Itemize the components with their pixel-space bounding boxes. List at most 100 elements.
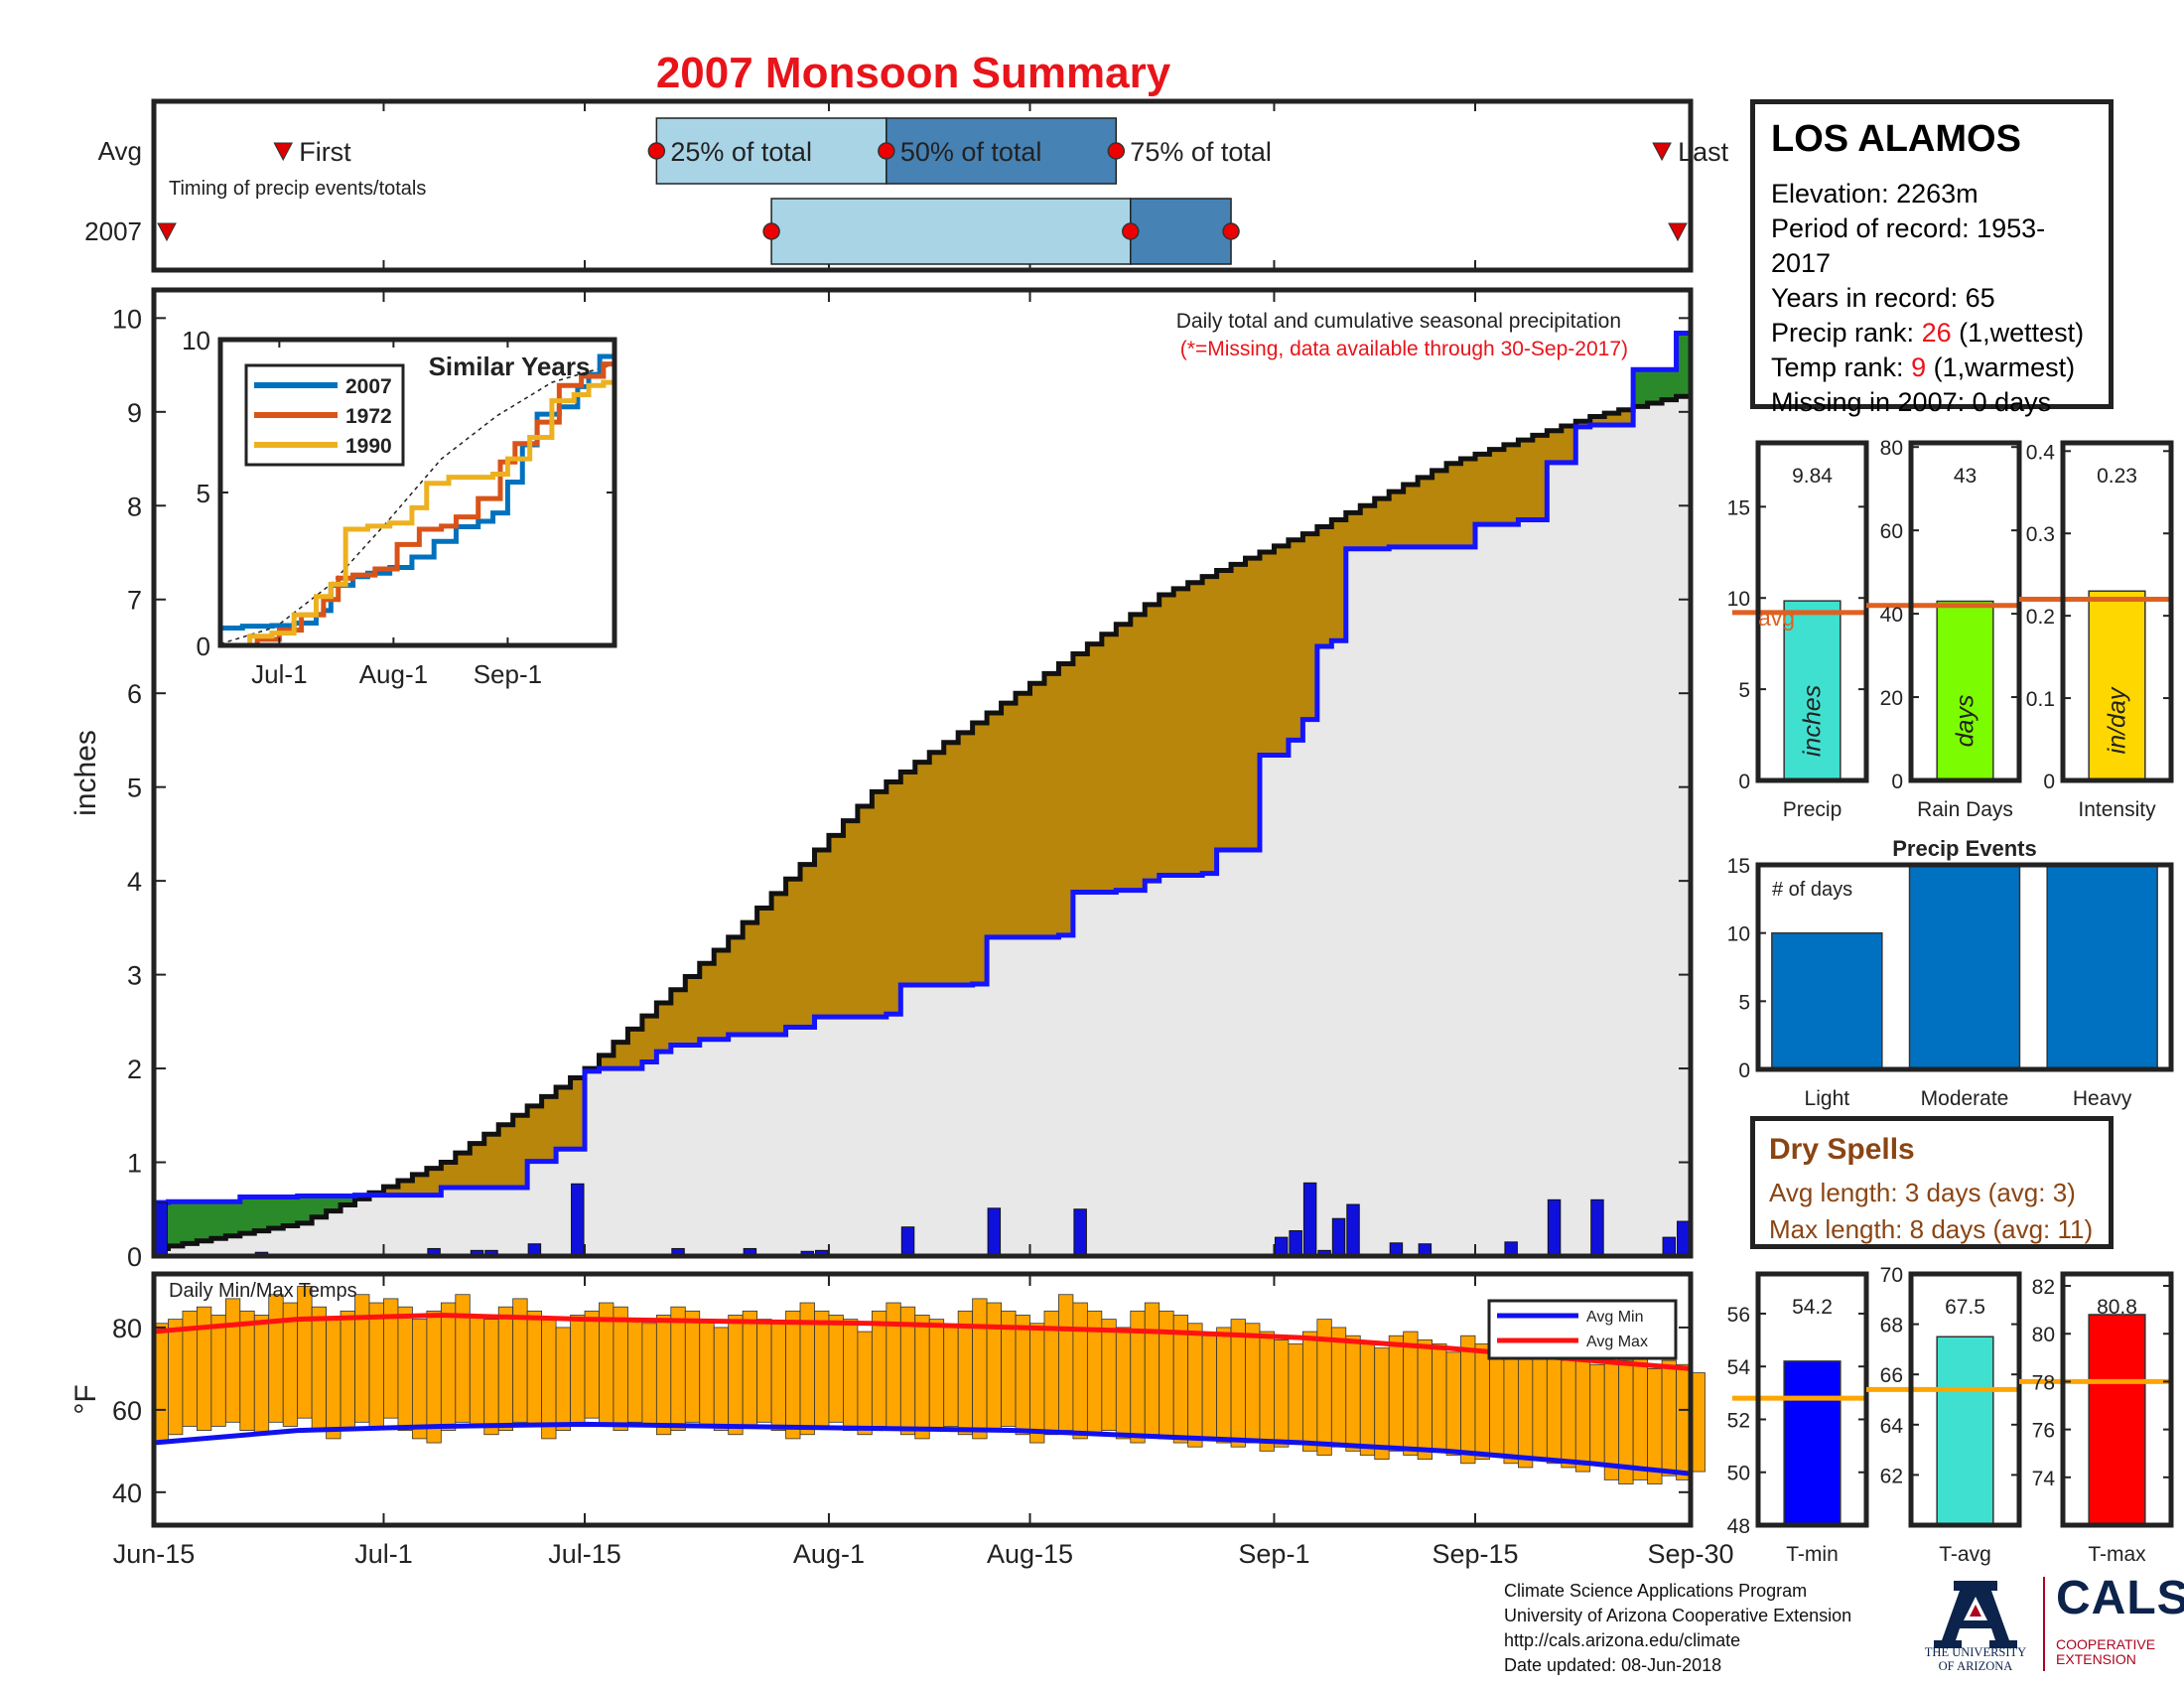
intensity-y-tick-label: 0.1 xyxy=(2026,688,2055,711)
timing-first-label: First xyxy=(299,137,351,167)
temp-range-bar xyxy=(440,1302,457,1432)
temp-range-bar xyxy=(541,1319,557,1440)
temp-range-bar xyxy=(469,1315,485,1427)
precip-rank-value: 26 xyxy=(1921,318,1952,348)
precip-avg-label: avg xyxy=(1758,605,1795,631)
events-y-tick-label: 0 xyxy=(1738,1059,1750,1082)
daily-precip-bar xyxy=(1331,1217,1346,1257)
timing-caption: Timing of precip events/totals xyxy=(169,178,426,200)
temp-range-bar xyxy=(1301,1331,1318,1452)
temp-rank-suffix: (1,warmest) xyxy=(1926,352,2076,382)
precip-rank-suffix: (1,wettest) xyxy=(1951,318,2085,348)
temp-range-bar xyxy=(742,1310,758,1427)
ua-logo-line-1: THE UNIVERSITY xyxy=(1924,1645,2027,1659)
below-average-fill xyxy=(570,1077,586,1150)
below-average-fill xyxy=(455,1153,471,1189)
t-min-y-tick-label: 52 xyxy=(1727,1409,1750,1432)
t-max-y-tick-label: 74 xyxy=(2032,1468,2056,1490)
y-tick-label: 3 xyxy=(127,961,142,991)
below-average-fill xyxy=(1589,416,1605,426)
precip-total-panel: 0 5 10 15 9.84 Precip inches avg xyxy=(1727,440,1869,821)
t-max-value-label: 80.8 xyxy=(2097,1296,2137,1319)
above-average-fill xyxy=(168,1201,184,1246)
credits-line-4: Date updated: 08-Jun-2018 xyxy=(1504,1655,1722,1675)
above-average-fill xyxy=(1633,369,1649,407)
temp-range-bar xyxy=(728,1315,744,1436)
temp-range-bar xyxy=(1288,1343,1303,1444)
temp-range-bar xyxy=(957,1310,974,1436)
rain-days-panel: 0 20 40 60 80 43 Rain Days days xyxy=(1866,437,2022,821)
below-average-fill xyxy=(857,806,873,1018)
timing-2007-box-50-75 xyxy=(1130,198,1232,265)
above-average-fill xyxy=(197,1201,212,1241)
temp-y-tick-label: 60 xyxy=(112,1396,142,1426)
temp-range-bar xyxy=(1661,1359,1677,1477)
station-period: Period of record: 1953-2017 xyxy=(1771,213,2046,278)
below-average-fill xyxy=(1173,588,1189,876)
temp-range-bar xyxy=(1574,1351,1591,1473)
t-avg-y-tick-label: 64 xyxy=(1880,1415,1904,1438)
below-average-fill xyxy=(785,879,801,1028)
cumulative-precip-panel: 0 1 2 3 4 5 6 7 8 9 10 inches Daily total and cumula… xyxy=(69,287,1694,1272)
below-average-fill xyxy=(900,772,916,985)
temp-range-bar xyxy=(655,1315,672,1436)
y-tick-label: 2 xyxy=(127,1055,142,1084)
temp-range-bar xyxy=(857,1331,873,1436)
coop-line-2: EXTENSION xyxy=(2056,1651,2136,1667)
temp-range-bar xyxy=(1403,1331,1419,1456)
timing-75-label: 75% of total xyxy=(1130,137,1272,167)
cals-logo-text: CALS xyxy=(2056,1572,2184,1624)
timing-avg-first-triangle xyxy=(273,142,294,162)
station-precip-rank: Precip rank: 26 (1,wettest) xyxy=(1771,316,2093,351)
precip-total-bar-label: inches xyxy=(1799,685,1827,757)
below-average-fill xyxy=(685,976,701,1046)
t-avg-y-tick-label: 70 xyxy=(1880,1264,1903,1287)
below-average-fill xyxy=(872,791,887,1018)
y-tick-label: 0 xyxy=(127,1242,142,1272)
rain-days-frame xyxy=(1908,440,2022,783)
temp-range-bar xyxy=(684,1310,701,1423)
timing-2007-first-triangle xyxy=(157,222,177,242)
below-average-fill xyxy=(1374,498,1390,549)
below-average-fill xyxy=(527,1105,543,1162)
t-max-category-label: T-max xyxy=(2088,1543,2146,1566)
temp-range-bar xyxy=(239,1310,255,1432)
timing-2007-marker-75 xyxy=(1222,222,1240,240)
below-average-fill xyxy=(1058,663,1074,935)
t-max-y-tick-label: 76 xyxy=(2032,1420,2055,1443)
t-max-bar xyxy=(2088,1314,2146,1526)
station-temp-rank: Temp rank: 9 (1,warmest) xyxy=(1771,351,2093,385)
temp-range-bar xyxy=(770,1323,786,1432)
below-average-fill xyxy=(1474,454,1490,525)
temp-range-bar xyxy=(1647,1367,1663,1484)
daily-precip-bar xyxy=(1677,1220,1691,1257)
legend-avg-max-label: Avg Max xyxy=(1586,1334,1648,1350)
daily-precip-bar xyxy=(1346,1203,1360,1257)
temp-range-bar xyxy=(570,1315,586,1427)
timing-2007-marker-50 xyxy=(1122,222,1140,240)
below-average-fill xyxy=(412,1174,428,1196)
temp-range-bar xyxy=(871,1310,887,1427)
temp-range-bar xyxy=(397,1306,413,1432)
temp-range-bar xyxy=(368,1302,384,1427)
temp-range-bar xyxy=(756,1319,772,1423)
daily-precip-bar xyxy=(1590,1198,1604,1257)
inset-x-tick-label: Sep-1 xyxy=(474,659,542,689)
rain-days-y-tick-label: 20 xyxy=(1880,687,1903,710)
temp-range-bar xyxy=(297,1286,313,1419)
temp-range-bar xyxy=(1101,1319,1117,1432)
temp-range-bar xyxy=(311,1306,328,1432)
inset-series-2007 xyxy=(220,344,617,631)
precip-total-category-label: Precip xyxy=(1783,798,1843,821)
credits-line-3[interactable]: http://cals.arizona.edu/climate xyxy=(1504,1630,1741,1650)
below-average-fill xyxy=(1274,545,1290,756)
timing-avg-marker-50 xyxy=(878,142,895,160)
temps-frame xyxy=(151,1271,1694,1528)
timing-25-label: 25% of total xyxy=(670,137,812,167)
precip-total-value-label: 9.84 xyxy=(1792,465,1833,488)
temp-range-bar xyxy=(426,1310,442,1444)
below-average-fill xyxy=(1116,624,1132,891)
temps-legend-box xyxy=(1487,1299,1678,1360)
inset-y-tick-label: 0 xyxy=(197,632,210,661)
